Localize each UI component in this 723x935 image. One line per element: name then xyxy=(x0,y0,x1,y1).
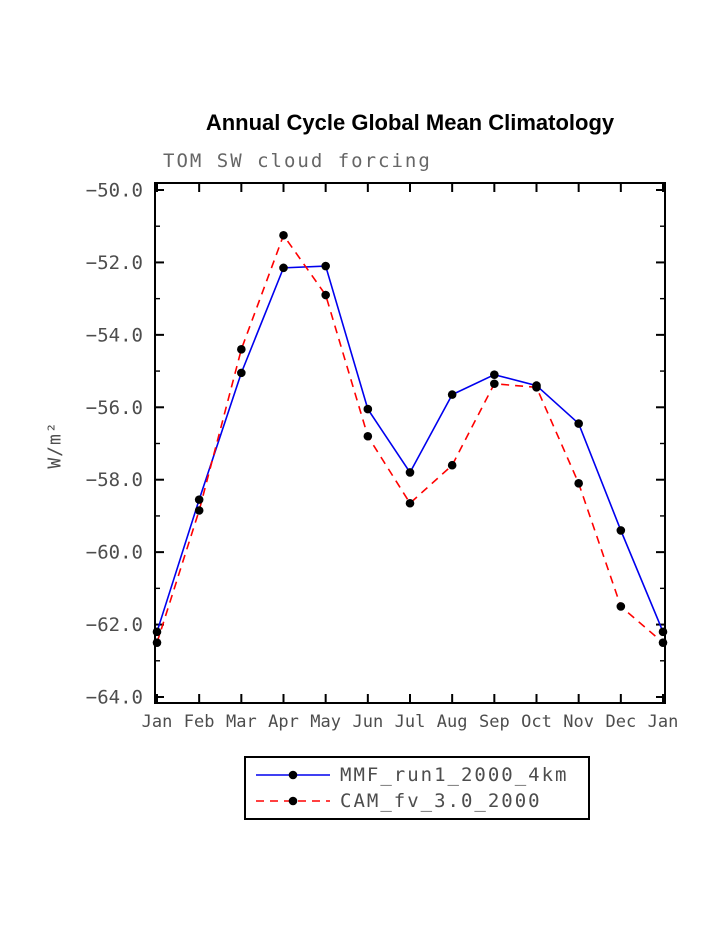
data-point-marker xyxy=(321,290,330,300)
legend-line-sample-series-0 xyxy=(256,770,330,779)
y-tick-label: −60.0 xyxy=(86,542,143,564)
series-line-MMF_run1_2000_4km xyxy=(156,265,664,633)
data-point-marker xyxy=(194,506,204,515)
legend-label: CAM_fv_3.0_2000 xyxy=(340,790,542,813)
x-tick-label: Jun xyxy=(352,712,383,732)
legend-label: MMF_run1_2000_4km xyxy=(340,763,569,786)
y-tick-label: −64.0 xyxy=(86,687,143,709)
data-point-marker xyxy=(237,345,246,354)
data-point-marker xyxy=(321,261,330,271)
data-point-marker xyxy=(152,638,162,647)
x-tick-label: Jan xyxy=(142,712,173,732)
legend-line-sample-series-1 xyxy=(256,797,330,806)
y-tick-label: −62.0 xyxy=(86,614,143,636)
data-point-marker xyxy=(574,479,583,488)
legend-sample-marker xyxy=(288,797,298,806)
x-tick-label: Feb xyxy=(184,712,215,732)
y-tick-label: −50.0 xyxy=(86,180,143,202)
data-point-marker xyxy=(363,431,373,441)
y-tick-label: −54.0 xyxy=(86,324,143,346)
legend: MMF_run1_2000_4km CAM_fv_3.0_2000 xyxy=(244,756,590,820)
y-axis-label: W/m² xyxy=(44,421,66,469)
data-point-marker xyxy=(490,370,499,379)
legend-sample-marker xyxy=(288,770,298,779)
x-tick-label: Mar xyxy=(226,712,257,732)
y-tick-label: −56.0 xyxy=(86,397,143,419)
data-point-marker xyxy=(279,263,288,273)
x-tick-label: Aug xyxy=(437,712,468,732)
series-line-CAM_fv_3.0_2000 xyxy=(156,233,664,644)
data-point-marker xyxy=(532,383,541,392)
plot-frame xyxy=(154,182,666,704)
data-point-marker xyxy=(490,379,499,389)
x-tick-label: Dec xyxy=(605,712,636,732)
data-point-marker xyxy=(152,627,162,637)
x-tick-label: Apr xyxy=(268,712,299,732)
x-tick-label: Nov xyxy=(563,712,594,732)
x-tick-label: Jul xyxy=(395,712,426,732)
data-point-marker xyxy=(279,230,288,240)
data-point-marker xyxy=(658,638,668,647)
data-point-marker xyxy=(237,368,246,378)
data-point-marker xyxy=(447,390,457,399)
data-point-marker xyxy=(616,602,626,611)
chart-subtitle: TOM SW cloud forcing xyxy=(163,150,432,172)
x-tick-label: Sep xyxy=(479,712,510,732)
x-tick-label: Jan xyxy=(648,712,679,732)
data-point-marker xyxy=(447,460,457,470)
data-point-marker xyxy=(194,495,204,504)
data-point-marker xyxy=(616,526,626,535)
x-tick-label: May xyxy=(310,712,341,732)
data-point-marker xyxy=(658,627,668,637)
legend-item: MMF_run1_2000_4km xyxy=(254,763,580,787)
data-point-marker xyxy=(405,468,415,477)
data-point-marker xyxy=(363,404,373,414)
data-point-marker xyxy=(574,419,583,428)
y-tick-label: −58.0 xyxy=(86,469,143,491)
y-tick-label: −52.0 xyxy=(86,252,143,274)
chart-title: Annual Cycle Global Mean Climatology xyxy=(205,110,615,135)
data-point-marker xyxy=(405,498,415,508)
legend-item: CAM_fv_3.0_2000 xyxy=(254,789,580,813)
x-tick-label: Oct xyxy=(521,712,552,732)
